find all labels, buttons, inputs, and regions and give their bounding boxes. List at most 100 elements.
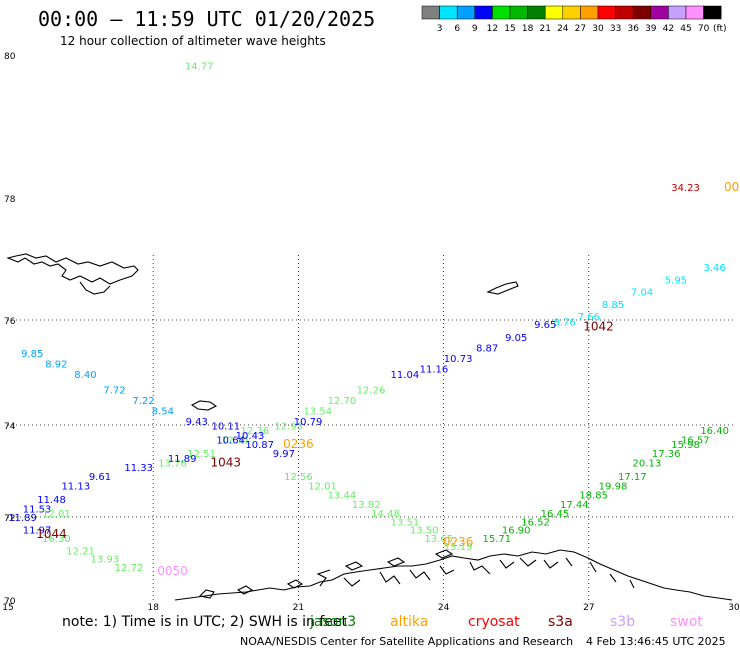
- wave-height-value: 11.13: [61, 481, 90, 492]
- norway-coast: [174, 549, 733, 601]
- pass-id-label: 0236: [283, 437, 314, 451]
- wave-height-value: 13.50: [410, 526, 439, 537]
- pass-id-label: 1043: [211, 455, 242, 469]
- lat-label: 70: [4, 597, 16, 607]
- wave-height-value: 10.11: [211, 422, 240, 433]
- scale-tick-label: 15: [504, 24, 515, 34]
- wave-height-value: 13.82: [352, 500, 381, 511]
- lon-label: 21: [293, 603, 304, 613]
- wave-height-value: 7.22: [132, 396, 154, 407]
- footer-timestamp: 4 Feb 13:46:45 UTC 2025: [586, 635, 726, 648]
- scale-swatch: [527, 5, 546, 20]
- wave-height-value: 12.36: [241, 426, 270, 437]
- wave-height-value: 13.44: [328, 491, 357, 502]
- svalbard-coast: [6, 253, 139, 285]
- scale-tick-label: 42: [663, 24, 674, 34]
- pass-id-label: 00: [724, 180, 739, 194]
- wave-height-value: 14.77: [185, 61, 214, 72]
- wave-height-value: 12.31: [221, 435, 250, 446]
- wave-height-value: 9.61: [89, 472, 111, 483]
- wave-height-value: 9.43: [186, 417, 208, 428]
- pass-id-label: 0236: [443, 535, 474, 549]
- scale-swatch: [615, 5, 634, 20]
- pass-ids: 1043 0236 1042 1044 0050 0236 00: [36, 180, 739, 578]
- scale-tick-label: 39: [645, 24, 657, 34]
- wave-height-value: 12.93: [274, 422, 303, 433]
- scale-tick-label: 3: [437, 24, 443, 34]
- wave-height-value: 13.54: [303, 407, 332, 418]
- wave-height-value: 17.44: [560, 500, 589, 511]
- wave-height-value: 11.33: [124, 463, 153, 474]
- scale-swatch: [632, 5, 652, 20]
- legend-item-s3a: s3a: [548, 614, 573, 630]
- scale-swatch: [562, 5, 581, 20]
- wave-height-value: 12.51: [187, 449, 216, 460]
- wave-height-color-scale: 3 6 9 12 15 18 21 24 27 30 33 36 39 42 45 70: [421, 5, 722, 34]
- satellite-legend: jason3 altika cryosat s3a s3b swot: [309, 614, 703, 630]
- scale-swatch: [492, 5, 511, 20]
- scale-tick-label: 70: [698, 24, 710, 34]
- wave-height-value: 10.73: [444, 354, 473, 365]
- lon-label: 30: [728, 603, 740, 613]
- wave-height-value: 12.01: [42, 509, 71, 520]
- scale-tick-label: 12: [487, 24, 498, 34]
- wave-height-value: 17.17: [618, 472, 647, 483]
- wave-height-value: 12.72: [115, 563, 144, 574]
- scale-swatch: [544, 5, 564, 20]
- scale-swatch: [509, 5, 528, 20]
- wave-height-value: 20.13: [633, 458, 662, 469]
- scale-swatch: [474, 5, 493, 20]
- wave-height-value: 9.85: [21, 349, 43, 360]
- pass-id-label: 0050: [157, 564, 188, 578]
- wave-height-value: 9.65: [534, 320, 556, 331]
- lat-label: 72: [4, 514, 15, 524]
- scale-swatch: [650, 5, 669, 20]
- wave-height-value: 8.87: [476, 344, 498, 355]
- kong-karls-land: [486, 281, 519, 295]
- pass-id-label: 1042: [583, 320, 614, 334]
- wave-height-value: 5.95: [665, 275, 687, 286]
- legend-note: note: 1) Time is in UTC; 2) SWH is in fe…: [62, 614, 348, 630]
- pass-id-label: 1044: [36, 527, 67, 541]
- scale-tick-label: 36: [627, 24, 639, 34]
- bear-island: [190, 400, 218, 411]
- footer-credit: NOAA/NESDIS Center for Satellite Applica…: [240, 635, 573, 648]
- wave-height-value: 11.16: [420, 365, 449, 376]
- scale-swatch: [439, 5, 458, 20]
- wave-height-value: 8.40: [74, 370, 96, 381]
- legend-item-cryosat: cryosat: [468, 614, 520, 630]
- wave-height-value: 15.71: [483, 534, 512, 545]
- wave-height-value: 11.97: [23, 526, 52, 537]
- scale-tick-label: 18: [522, 24, 534, 34]
- wave-height-value: 7.66: [578, 312, 600, 323]
- wave-height-value: 14.48: [371, 509, 400, 520]
- wave-height-value: 10.43: [236, 431, 265, 442]
- lat-lon-grid: [8, 255, 734, 600]
- scale-tick-label: 45: [680, 24, 691, 34]
- lon-label: 24: [438, 603, 450, 613]
- wave-height-value: 10.87: [245, 440, 274, 451]
- scale-tick-label: 6: [454, 24, 460, 34]
- scale-tick-label: 9: [472, 24, 478, 34]
- wave-height-value: 17.36: [652, 449, 681, 460]
- wave-height-value: 13.76: [158, 458, 187, 469]
- wave-height-value: 16.90: [502, 526, 531, 537]
- wave-height-value: 16.30: [42, 534, 71, 545]
- wave-height-value: 10.79: [294, 417, 323, 428]
- scale-swatch: [597, 5, 616, 20]
- legend-item-jason3: jason3: [309, 614, 356, 630]
- legend-item-s3b: s3b: [610, 614, 635, 630]
- scale-tick-label: 33: [610, 24, 621, 34]
- wave-height-value: 9.97: [273, 449, 295, 460]
- coastline: [6, 253, 733, 601]
- lon-label: 15: [2, 603, 13, 613]
- wave-height-value: 10.64: [216, 435, 245, 446]
- scale-swatch: [668, 5, 687, 20]
- scale-swatch: [703, 5, 722, 20]
- wave-height-value: 12.70: [328, 396, 357, 407]
- scale-tick-label: 24: [557, 24, 569, 34]
- norway-islands: [198, 549, 454, 599]
- wave-height-tracks: 3.465.957.048.857.668.769.659.058.8710.7…: [8, 61, 729, 574]
- scale-tick-label: 30: [592, 24, 604, 34]
- wave-height-value: 11.53: [23, 504, 52, 515]
